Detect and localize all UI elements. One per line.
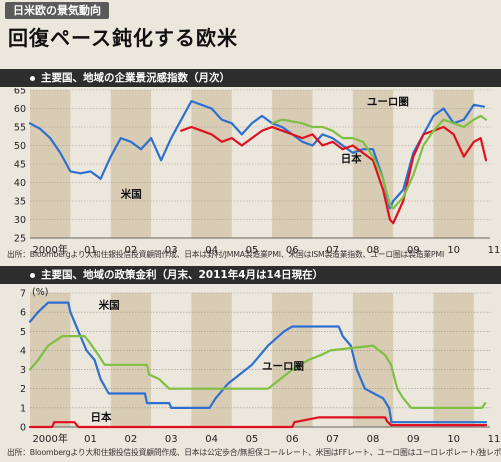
x-tick-label: 02 <box>125 245 138 256</box>
x-tick-label: 09 <box>407 245 420 256</box>
series-line-japan <box>180 125 488 225</box>
series-line-japan <box>28 416 488 429</box>
x-tick-label: 03 <box>165 245 178 256</box>
series-line-euro <box>28 335 487 409</box>
x-tick-label: 2000年 <box>32 243 67 256</box>
y-tick-label: 30 <box>14 215 26 226</box>
y-tick-label: 50 <box>14 141 26 152</box>
bullet-icon <box>30 75 35 81</box>
series-line-us <box>28 100 485 210</box>
x-tick-label: 06 <box>286 245 299 256</box>
y-tick-label: 5 <box>20 327 26 338</box>
y-tick-label: 1 <box>20 403 26 414</box>
y-unit-label: (%) <box>32 287 48 298</box>
x-tick-label: 09 <box>407 434 420 445</box>
y-tick-label: 7 <box>20 289 26 300</box>
y-tick-label: 65 <box>14 88 26 97</box>
series-label-euro: ユーロ圏 <box>262 361 304 373</box>
x-tick-label: 11 <box>488 434 501 445</box>
y-tick-label: 3 <box>20 365 26 376</box>
series-label-us: 米国 <box>120 187 142 200</box>
x-tick-label: 2000年 <box>32 432 67 445</box>
x-tick-label: 08 <box>367 434 380 445</box>
series-label-us: 米国 <box>98 298 120 311</box>
year-band <box>110 293 152 427</box>
y-tick-label: 0 <box>20 423 26 434</box>
x-tick-label: 01 <box>84 245 97 256</box>
x-tick-label: 07 <box>326 434 339 445</box>
headline: 回復ペース鈍化する欧米 <box>8 26 238 50</box>
x-tick-label: 07 <box>326 245 339 256</box>
y-tick-label: 60 <box>14 104 26 115</box>
chart1-title: 主要国、地域の企業景況感指数（月次） <box>41 72 230 84</box>
chart1-pmi: 25 30 35 40 45 50 55 60 65 2000年 01 02 03 04 05 06 07 08 0… <box>14 88 501 256</box>
series-label-euro: ユーロ圏 <box>367 96 409 108</box>
y-tick-label: 2 <box>20 384 26 395</box>
y-tick-label: 55 <box>14 123 26 134</box>
x-tick-label: 08 <box>367 245 380 256</box>
x-tick-label: 01 <box>84 434 97 445</box>
x-tick-label: 11 <box>488 245 501 256</box>
series-label-japan: 日本 <box>91 410 112 423</box>
x-tick-label: 03 <box>165 434 178 445</box>
y-tick-label: 25 <box>14 234 26 245</box>
y-tick-label: 40 <box>14 178 26 189</box>
x-tick-label: 10 <box>447 245 460 256</box>
y-tick-label: 35 <box>14 197 26 208</box>
chart1-source: 出所：Bloombergより大和住銀投信投資顧問作成、日本は野村/JMMA製造業… <box>7 250 445 259</box>
x-tick-label: 05 <box>246 245 259 256</box>
chart1-title-bar: 主要国、地域の企業景況感指数（月次） <box>0 69 501 87</box>
series-label-japan: 日本 <box>341 152 362 165</box>
y-tick-label: 45 <box>14 160 26 171</box>
year-band <box>272 293 313 427</box>
bullet-icon <box>30 272 35 278</box>
x-tick-label: 04 <box>205 245 218 256</box>
chart2-title: 主要国、地域の政策金利（月末、2011年4月は14日現在） <box>41 269 324 281</box>
y-tick-label: 4 <box>20 346 26 357</box>
chart2-source: 出所：Bloombergより大和住銀投信投資顧問作成、日本は公定歩合/無担保コー… <box>7 448 501 457</box>
x-tick-label: 06 <box>286 434 299 445</box>
year-band <box>433 293 474 427</box>
series-line-euro <box>271 114 488 210</box>
x-tick-label: 02 <box>125 434 138 445</box>
series-line-us <box>28 301 488 424</box>
x-tick-label: 10 <box>447 434 460 445</box>
x-tick-label: 04 <box>205 434 218 445</box>
y-tick-label: 6 <box>20 308 26 319</box>
section-tag: 日米欧の景気動向 <box>5 2 109 19</box>
x-tick-label: 05 <box>246 434 259 445</box>
chart2-title-bar: 主要国、地域の政策金利（月末、2011年4月は14日現在） <box>0 266 501 284</box>
